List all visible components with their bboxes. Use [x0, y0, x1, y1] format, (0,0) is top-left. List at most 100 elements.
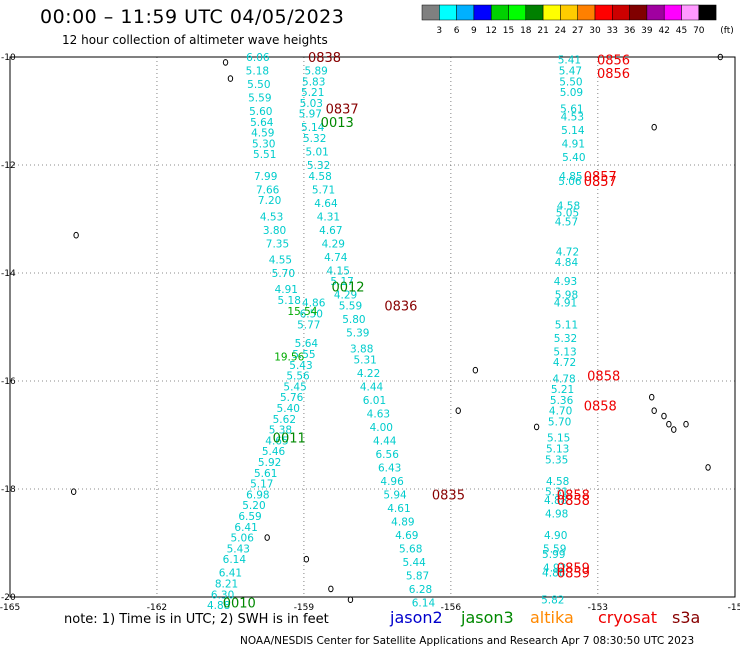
wave-height-label: 3.88 [350, 344, 373, 356]
wave-height-label: 5.01 [305, 147, 328, 159]
wave-height-label: 4.72 [553, 357, 576, 369]
wave-height-label: 5.98 [555, 290, 578, 302]
wave-height-label: 5.40 [562, 152, 585, 164]
pass-time-label: 0836 [384, 299, 417, 314]
wave-height-label: 4.96 [380, 476, 404, 488]
wave-height-label: 6.14 [412, 597, 436, 609]
wave-height-label: 5.39 [346, 327, 369, 339]
colorbar-tick-label: 36 [624, 26, 636, 36]
y-tick-label: -12 [1, 161, 16, 171]
wave-height-label: 5.70 [548, 417, 571, 429]
wave-height-label: 4.22 [357, 368, 380, 380]
wave-height-label: 5.11 [555, 319, 578, 331]
wave-height-label: 5.50 [247, 79, 270, 91]
legend-item-cryosat: cryosat [598, 608, 658, 627]
wave-height-label: 8.21 [215, 579, 238, 591]
wave-height-label: 7.99 [254, 171, 277, 183]
wave-height-label: 6.41 [234, 522, 257, 534]
colorbar-swatch [698, 4, 717, 21]
wave-height-label: 6.01 [363, 395, 386, 407]
wave-height-label: 4.44 [360, 381, 384, 393]
wave-height-label: 5.21 [301, 87, 324, 99]
wave-height-label: 5.59 [543, 543, 566, 555]
wave-height-label: 5.89 [304, 66, 327, 78]
pass-time-label: 0856 [597, 54, 630, 69]
wave-height-label: 4.90 [544, 530, 567, 542]
wave-height-label: 4.91 [554, 298, 577, 310]
wave-height-label: 4.31 [317, 211, 340, 223]
wave-height-label: 5.68 [399, 543, 422, 555]
colorbar-tick-label: 9 [471, 26, 477, 36]
page-subtitle: 12 hour collection of altimeter wave hei… [62, 33, 328, 47]
wave-height-label: 5.43 [289, 360, 312, 372]
wave-height-label: 6.41 [219, 568, 242, 580]
wave-height-label: 4.86 [542, 568, 566, 580]
wave-height-label: 4.98 [545, 508, 568, 520]
island-outline [472, 366, 479, 374]
pass-time-label: 0013 [321, 116, 354, 131]
y-tick-label: -16 [1, 377, 16, 387]
wave-height-label: 5.14 [561, 125, 585, 137]
colorbar-tick-label: 42 [658, 26, 669, 36]
wave-height-label: 4.86 [302, 298, 326, 310]
colorbar-tick-label: 12 [485, 26, 496, 36]
wave-height-label: 4.00 [370, 422, 393, 434]
pass-time-label: 0838 [308, 51, 341, 66]
wave-height-label: 4.63 [367, 408, 390, 420]
wave-height-label: 4.29 [334, 290, 357, 302]
wave-height-label: 6.28 [409, 584, 432, 596]
wave-height-label: 4.93 [554, 276, 577, 288]
wave-height-label: 4.58 [557, 201, 580, 213]
wave-height-label: 5.31 [353, 354, 376, 366]
island-outline [666, 420, 672, 428]
wave-height-label: 5.17 [250, 479, 273, 491]
wave-height-label: 4.61 [387, 503, 410, 515]
x-tick-label: -156 [441, 603, 462, 613]
wave-height-label: 4.58 [546, 476, 569, 488]
pass-time-label: 0859 [557, 567, 590, 582]
wave-height-label: 4.59 [251, 128, 274, 140]
wave-height-label: 5.14 [301, 122, 325, 134]
wave-height-label: 4.53 [561, 111, 584, 123]
wave-height-label: 5.41 [558, 55, 581, 67]
wave-height-label: 6.59 [238, 511, 261, 523]
wave-height-label: 5.05 [556, 208, 579, 220]
wave-height-label: 5.55 [292, 349, 315, 361]
page-title: 00:00 – 11:59 UTC 04/05/2023 [40, 6, 345, 28]
wave-height-label: 5.18 [246, 66, 269, 78]
colorbar-tick-label: 21 [537, 26, 548, 36]
x-tick-label: -153 [588, 603, 608, 613]
wave-height-label: 4.58 [308, 171, 331, 183]
footnote: note: 1) Time is in UTC; 2) SWH is in fe… [64, 612, 329, 627]
wave-height-label: 5.59 [248, 93, 271, 105]
wave-height-label: 5.99 [542, 549, 565, 561]
wave-height-label: 4.57 [555, 217, 578, 229]
wave-height-label: 4.92 [543, 562, 566, 574]
wave-height-label: 5.64 [250, 117, 274, 129]
wave-height-label: 4.44 [373, 435, 397, 447]
wave-height-label: 5.32 [303, 133, 326, 145]
legend-item-jason3: jason3 [461, 608, 514, 627]
wave-height-label: 6.06 [246, 52, 270, 64]
wave-height-label: 5.06 [231, 533, 255, 545]
credit-line: NOAA/NESDIS Center for Satellite Applica… [240, 635, 695, 647]
wave-height-label: 6.98 [246, 489, 269, 501]
wave-height-label: 5.62 [273, 414, 296, 426]
wave-height-label: 6.50 [300, 309, 323, 321]
island-outline [705, 464, 711, 471]
pass-time-label: 0856 [597, 67, 630, 82]
wave-height-label: 5.17 [330, 276, 353, 288]
wave-height-label: 7.20 [258, 195, 281, 207]
wave-height-label: 4.72 [556, 246, 579, 258]
wave-height-label: 5.80 [342, 314, 365, 326]
legend-item-jason2: jason2 [390, 608, 443, 627]
wave-height-label: 5.03 [300, 98, 323, 110]
wave-height-label: 5.09 [560, 87, 583, 99]
island-outline [70, 488, 77, 496]
x-tick-label: -15 [728, 603, 740, 613]
wave-height-label: 5.31 [545, 487, 568, 499]
island-outline [455, 407, 461, 415]
wave-height-label: 5.70 [272, 268, 295, 280]
wave-height-label: 5.44 [402, 557, 426, 569]
wave-height-label: 4.91 [562, 138, 585, 150]
